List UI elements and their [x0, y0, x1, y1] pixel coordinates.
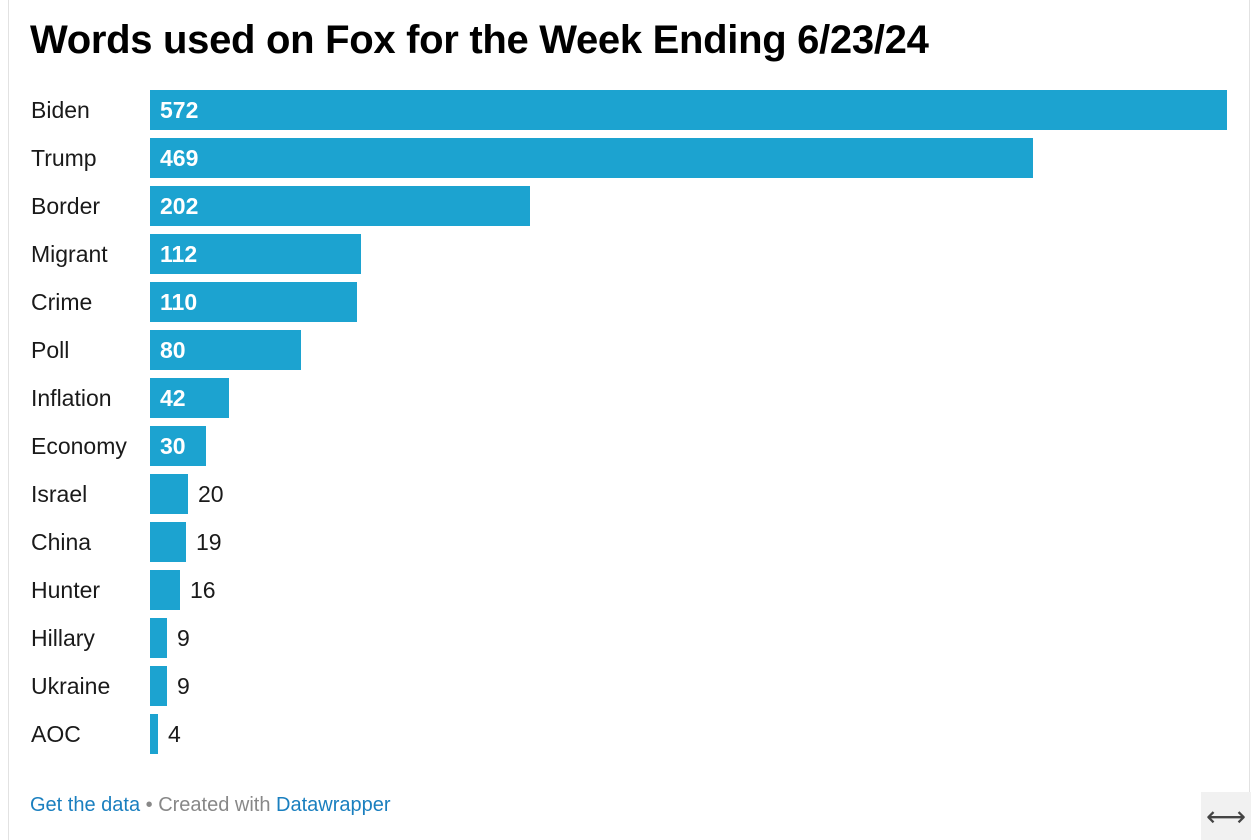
- bar: [150, 282, 357, 322]
- category-label: Poll: [31, 337, 70, 363]
- value-label: 202: [160, 193, 199, 219]
- category-label: Crime: [31, 289, 93, 315]
- value-label: 572: [160, 97, 199, 123]
- bar: [150, 570, 180, 610]
- bar: [150, 618, 167, 658]
- value-label: 469: [160, 145, 199, 171]
- value-label: 110: [160, 289, 198, 315]
- bar: [150, 234, 361, 274]
- value-label: 30: [160, 433, 186, 459]
- created-with-text: • Created with: [140, 794, 277, 816]
- bar: [150, 378, 229, 418]
- category-label: AOC: [31, 721, 81, 747]
- bar-row: AOC 4: [0, 712, 1252, 760]
- get-the-data-link[interactable]: Get the data: [30, 794, 141, 816]
- bar-row: Hunter 16: [0, 568, 1252, 616]
- category-label: Inflation: [31, 385, 112, 411]
- category-label: Biden: [31, 97, 90, 123]
- category-label: Trump: [31, 145, 97, 171]
- bar-row: Crime 110: [0, 280, 1252, 328]
- bar: [150, 426, 206, 466]
- value-label: 80: [160, 337, 186, 363]
- bar: [150, 90, 1227, 130]
- value-label: 16: [190, 577, 216, 603]
- category-label: Hillary: [31, 625, 95, 651]
- category-label: Hunter: [31, 577, 101, 603]
- value-label: 112: [160, 241, 198, 267]
- category-label: China: [31, 529, 92, 555]
- bar: [150, 522, 186, 562]
- bar-row: Poll 80: [0, 328, 1252, 376]
- bar-row: Hillary 9: [0, 616, 1252, 664]
- category-label: Border: [31, 193, 101, 219]
- bar: [150, 330, 301, 370]
- bar-row: Border 202: [0, 184, 1252, 232]
- bar: [150, 138, 1033, 178]
- category-label: Economy: [31, 433, 127, 459]
- bar-row: China 19: [0, 520, 1252, 568]
- bar: [150, 666, 167, 706]
- bar-row: Israel 20: [0, 472, 1252, 520]
- bar-row: Ukraine 9: [0, 664, 1252, 712]
- value-label: 20: [198, 481, 224, 507]
- bar: [150, 186, 530, 226]
- bar: [150, 474, 188, 514]
- horizontal-resize-icon[interactable]: ⟷: [1201, 792, 1251, 840]
- category-label: Migrant: [31, 241, 108, 267]
- chart-title: Words used on Fox for the Week Ending 6/…: [30, 18, 929, 62]
- bar: [150, 714, 158, 754]
- bar-row: Biden 572: [0, 88, 1252, 136]
- chart-frame: [8, 0, 1250, 840]
- bar-row: Economy 30: [0, 424, 1252, 472]
- bar-row: Trump 469: [0, 136, 1252, 184]
- bar-row: Migrant 112: [0, 232, 1252, 280]
- value-label: 4: [168, 721, 181, 747]
- value-label: 19: [196, 529, 222, 555]
- chart-footer: Get the data • Created with Datawrapper: [30, 794, 391, 817]
- category-label: Israel: [31, 481, 88, 507]
- bar-row: Inflation 42: [0, 376, 1252, 424]
- value-label: 42: [160, 385, 186, 411]
- datawrapper-link[interactable]: Datawrapper: [276, 794, 391, 816]
- category-label: Ukraine: [31, 673, 111, 699]
- bar-chart: Biden 572 Trump 469 Border 202 Migrant 112 Crime…: [0, 88, 1252, 768]
- value-label: 9: [177, 625, 190, 651]
- value-label: 9: [177, 673, 190, 699]
